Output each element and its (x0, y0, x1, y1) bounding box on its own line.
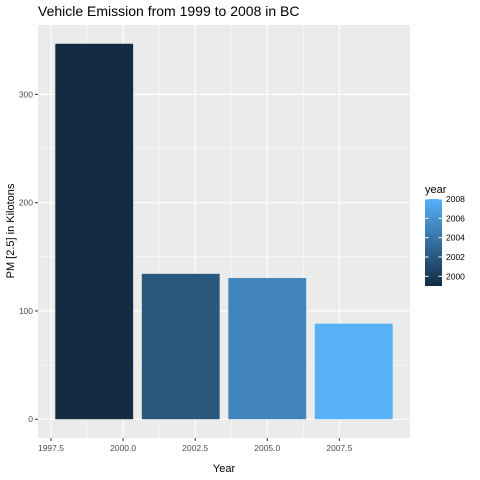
bar-1999 (55, 43, 134, 420)
x-tick-label: 2002.5 (182, 443, 208, 453)
legend-label: 2006 (446, 213, 465, 223)
bars (55, 43, 393, 420)
x-axis: 1997.5 2000.0 2002.5 2005.0 2007.5 (38, 438, 353, 453)
legend-ticks: 2000 2002 2004 2006 2008 (425, 194, 465, 281)
y-axis: 0 100 200 300 (19, 89, 38, 424)
y-tick-label: 200 (19, 198, 33, 208)
legend-title: year (425, 184, 447, 196)
bar-2002 (141, 273, 220, 420)
chart-title: Vehicle Emission from 1999 to 2008 in BC (38, 3, 299, 19)
x-tick-label: 2000.0 (110, 443, 136, 453)
legend-label: 2004 (446, 233, 465, 243)
x-tick-label: 2005.0 (254, 443, 280, 453)
bar-2005 (228, 278, 307, 420)
x-tick-label: 2007.5 (326, 443, 352, 453)
y-tick-label: 300 (19, 89, 33, 99)
legend-colorbar (425, 199, 442, 286)
y-axis-title: PM [2.5] in Kilotons (5, 183, 17, 278)
x-tick-label: 1997.5 (38, 443, 64, 453)
bar-2008 (314, 323, 393, 420)
legend-label: 2000 (446, 271, 465, 281)
legend: year 2000 2002 2004 2006 2008 (425, 184, 465, 286)
legend-label: 2008 (446, 194, 465, 204)
legend-label: 2002 (446, 252, 465, 262)
y-tick-label: 0 (28, 414, 33, 424)
y-tick-label: 100 (19, 306, 33, 316)
x-axis-title: Year (213, 463, 236, 475)
